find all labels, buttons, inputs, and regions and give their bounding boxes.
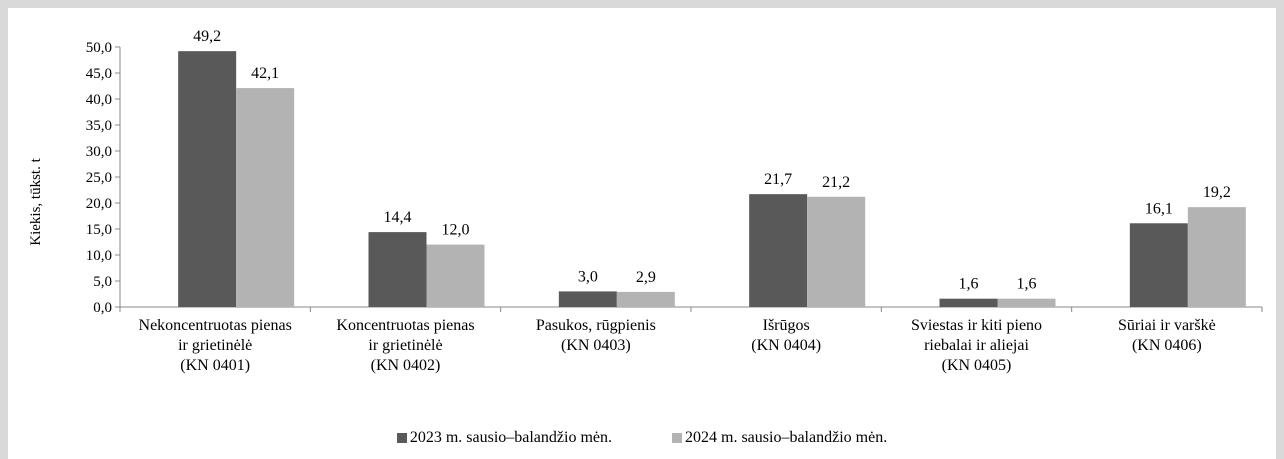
data-label: 12,0: [442, 222, 470, 239]
category-label: (KN 0406): [1132, 337, 1202, 354]
y-tick-label: 20,0: [86, 196, 112, 212]
category-label: Išrūgos: [763, 317, 810, 334]
bar-series-1: [939, 298, 998, 307]
data-label: 1,6: [959, 276, 979, 293]
data-label: 21,7: [764, 171, 792, 188]
category-label: Pasukos, rūgpienis: [536, 317, 656, 334]
bar-series-1: [1129, 223, 1188, 307]
bar-series-2: [426, 244, 485, 307]
y-tick-label: 25,0: [86, 170, 112, 186]
data-label: 3,0: [578, 268, 598, 285]
bar-series-1: [178, 51, 237, 307]
data-label: 21,2: [822, 174, 850, 191]
y-tick-label: 0,0: [93, 300, 112, 316]
category-label: (KN 0402): [371, 357, 441, 374]
legend-label-2023: 2023 m. sausio–balandžio mėn.: [409, 429, 612, 446]
data-label: 16,1: [1145, 200, 1173, 217]
bar-series-2: [236, 88, 295, 307]
y-tick-label: 15,0: [86, 222, 112, 238]
category-label: Koncentruotas pienas: [336, 317, 474, 334]
bar-series-1: [368, 232, 427, 307]
bar-series-2: [997, 298, 1056, 307]
y-tick-label: 30,0: [86, 144, 112, 160]
plot-area: 0,0 5,0 10,0 15,0 20,0 25,0 30,0 35,0 40,0 45,0 50…: [86, 28, 1263, 374]
category-label: Sviestas ir kiti pieno: [911, 317, 1042, 334]
bar-series-2: [1187, 207, 1246, 307]
y-axis-title: Kiekis, tūkst. t: [28, 157, 44, 245]
legend-item-2024: 2024 m. sausio–balandžio mėn.: [672, 429, 887, 447]
y-tick-label: 45,0: [86, 66, 112, 82]
y-tick-label: 5,0: [93, 274, 112, 290]
category-label: Nekoncentruotas pienas: [139, 317, 292, 334]
category-label: (KN 0403): [561, 337, 631, 354]
bar-series-2: [807, 196, 866, 307]
data-label: 19,2: [1203, 184, 1231, 201]
y-tick-label: 10,0: [86, 248, 112, 264]
legend-swatch-2024: [672, 433, 682, 443]
data-label: 14,4: [384, 209, 412, 226]
category-label: riebalai ir aliejai: [924, 337, 1029, 354]
legend: 2023 m. sausio–balandžio mėn. 2024 m. sa…: [0, 429, 1284, 447]
category-label: ir grietinėlė: [368, 337, 442, 354]
category-label: (KN 0405): [942, 357, 1012, 374]
data-label: 2,9: [636, 269, 656, 286]
category-label: (KN 0404): [751, 337, 821, 354]
category-label: Sūriai ir varškė: [1118, 317, 1216, 334]
bar-series-1: [558, 291, 617, 307]
bar-series-2: [616, 291, 675, 307]
bar-series-1: [749, 194, 808, 307]
category-label: ir grietinėlė: [178, 337, 252, 354]
y-tick-label: 40,0: [86, 92, 112, 108]
y-tick-label: 50,0: [86, 40, 112, 56]
category-label: (KN 0401): [180, 357, 250, 374]
legend-swatch-2023: [396, 433, 407, 443]
y-tick-label: 35,0: [86, 118, 112, 134]
data-label: 1,6: [1017, 276, 1037, 293]
legend-label-2024: 2024 m. sausio–balandžio mėn.: [685, 429, 888, 446]
data-label: 42,1: [251, 65, 279, 82]
data-label: 49,2: [193, 28, 221, 45]
legend-item-2023: 2023 m. sausio–balandžio mėn.: [396, 429, 612, 447]
